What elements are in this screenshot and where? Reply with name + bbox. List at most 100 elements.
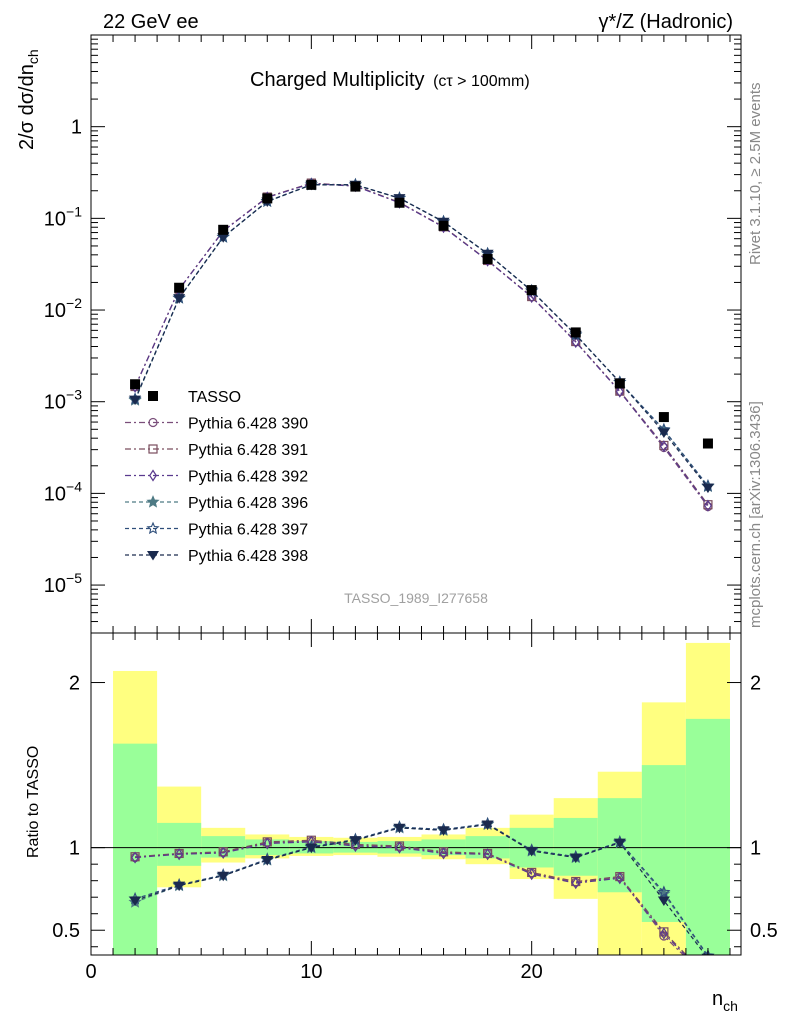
series-ratio-line (134, 823, 707, 955)
band-inner (553, 817, 598, 876)
series-line (134, 182, 709, 507)
ratio-y-axis-label: Ratio to TASSO (25, 746, 42, 858)
series-main-1 (130, 178, 713, 510)
data-point (262, 193, 273, 204)
header-right: γ*/Z (Hadronic) (599, 11, 733, 33)
series-ratio-point (613, 838, 626, 849)
series-ratio-point (659, 927, 668, 940)
series-ratio-point (437, 826, 450, 836)
data-point (482, 254, 493, 265)
band-inner (113, 743, 158, 955)
chart-title-main: Charged Multiplicity (250, 69, 425, 91)
series-ratio-point (395, 841, 404, 854)
x-axis-label: nch (712, 988, 738, 1014)
series-line (134, 184, 709, 489)
series-ratio-point (439, 847, 448, 860)
series-ratio-point (527, 867, 536, 881)
band-inner (201, 836, 246, 858)
series-ratio-point (131, 851, 140, 864)
series-point (659, 440, 668, 453)
data-point (350, 181, 361, 192)
series-point (527, 290, 536, 304)
ratio-tick-label-right: 2 (750, 673, 761, 695)
x-tick-label: 20 (521, 961, 543, 983)
y-tick-label: 10−5 (44, 570, 82, 597)
data-points (130, 179, 713, 449)
legend-marker (148, 391, 158, 401)
series-ratio-point (571, 877, 580, 890)
series-ratio-1 (130, 835, 712, 981)
legend-marker (148, 417, 158, 428)
ratio-frame (90, 632, 742, 956)
series-ratio-point (615, 872, 624, 885)
series-ratio-point (704, 973, 712, 981)
series-point (703, 499, 712, 512)
data-point (438, 220, 449, 231)
legend-item-data: TASSO (148, 389, 241, 406)
legend-label: Pythia 6.428 390 (188, 416, 308, 433)
series-ratio-point (217, 871, 230, 882)
y-tick-label: 10−1 (44, 203, 82, 230)
legend-label: Pythia 6.428 398 (188, 548, 308, 565)
ratio-tick-label: 1 (69, 838, 80, 860)
data-point (218, 224, 229, 235)
series-point (701, 483, 714, 494)
data-point (306, 179, 317, 190)
main-series (128, 177, 715, 512)
data-point (394, 197, 405, 208)
legend-label: Pythia 6.428 397 (188, 522, 308, 539)
series-main-0 (130, 178, 713, 512)
series-ratio-point (704, 975, 712, 983)
ratio-tick-label: 0.5 (52, 920, 80, 942)
series-ratio-point (263, 837, 272, 850)
x-tick-label: 10 (300, 961, 322, 983)
series-point (615, 385, 624, 398)
series-ratio-point (393, 823, 406, 834)
legend: TASSO Pythia 6.428 390 Pythia 6.428 391 Pyt… (125, 389, 308, 565)
legend-item-3: Pythia 6.428 396 (125, 495, 308, 512)
x-tick-label: 0 (85, 961, 96, 983)
legend-item-4: Pythia 6.428 397 (125, 522, 308, 539)
series-point (173, 294, 186, 304)
analysis-watermark: TASSO_1989_I277658 (344, 590, 488, 606)
side-label-mcplots: mcplots.cern.ch [arXiv:1306.3436] (747, 401, 764, 628)
data-point (658, 412, 669, 423)
legend-marker (146, 495, 160, 508)
ratio-tick-label-right: 1 (750, 838, 761, 860)
data-point (702, 438, 713, 449)
series-ratio-point (657, 896, 670, 907)
data-point (614, 378, 625, 389)
main-frame (90, 34, 742, 634)
ratio-tick-label-right: 0.5 (750, 920, 778, 942)
legend-marker (148, 444, 158, 454)
y-tick-label: 1 (71, 117, 82, 139)
series-point (129, 395, 142, 406)
series-ratio-point (219, 846, 228, 860)
axis-ticks (90, 34, 741, 955)
uncertainty-bands (113, 642, 730, 955)
series-ratio-point (481, 820, 494, 831)
series-ratio-point (569, 853, 582, 864)
series-ratio-point (705, 973, 712, 983)
chart-title: Charged Multiplicity (cτ > 100mm) (250, 69, 530, 91)
band-inner (685, 718, 730, 955)
chart-title-suffix: (cτ > 100mm) (433, 73, 530, 90)
legend-label: Pythia 6.428 391 (188, 442, 308, 459)
legend-label: TASSO (188, 389, 241, 406)
series-ratio-point (129, 896, 142, 907)
series-ratio-point (657, 885, 671, 898)
y-axis-label: 2/σ dσ/dnch (16, 49, 41, 150)
legend-marker (147, 550, 159, 561)
data-point (174, 282, 185, 293)
legend-item-5: Pythia 6.428 398 (125, 548, 308, 565)
ratio-tick-label: 2 (69, 673, 80, 695)
data-point (130, 379, 141, 390)
data-point (570, 327, 581, 338)
data-point (526, 285, 537, 296)
legend-marker (146, 521, 160, 535)
series-ratio-point (175, 848, 184, 861)
y-tick-label: 10−3 (44, 387, 82, 414)
series-ratio-point (483, 848, 492, 861)
series-ratio-point (173, 881, 186, 892)
